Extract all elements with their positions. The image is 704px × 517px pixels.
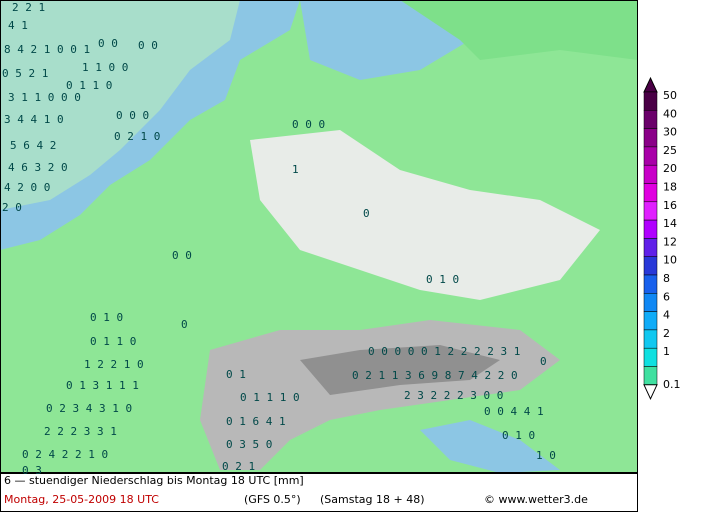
precip-value: 0 2 1 1 3 6 9 8 7 4 2 2 0 (352, 369, 518, 382)
model: (GFS 0.5°) (244, 493, 301, 506)
precip-value: 0 0 0 0 0 1 2 2 2 2 3 1 (368, 345, 520, 358)
legend-label: 4 (663, 309, 670, 322)
precip-value: 0 (540, 355, 547, 368)
precip-value: 0 1 3 1 1 1 (66, 379, 139, 392)
legend-swatch (643, 274, 658, 294)
precip-value: 0 (181, 318, 188, 331)
precip-value: 0 2 4 2 2 1 0 (22, 448, 108, 461)
legend-label: 12 (663, 235, 677, 248)
legend-swatch (643, 366, 658, 386)
legend-swatch (643, 164, 658, 184)
legend-label: 14 (663, 217, 677, 230)
legend-swatch (643, 146, 658, 166)
legend-label: 30 (663, 126, 677, 139)
footer-box (0, 473, 638, 512)
legend-label: 25 (663, 144, 677, 157)
legend-arrow-bottom (643, 384, 658, 400)
precip-value: 4 6 3 2 0 (8, 161, 68, 174)
legend-label: 1 (663, 345, 670, 358)
map-frame (0, 0, 638, 473)
legend-swatch (643, 201, 658, 221)
precip-value: 0 1 6 4 1 (226, 415, 286, 428)
legend-label: 20 (663, 162, 677, 175)
precip-value: 2 3 2 2 2 3 0 0 (404, 389, 503, 402)
legend-label: 10 (663, 254, 677, 267)
precip-value: 5 6 4 2 (10, 139, 56, 152)
precip-value: 1 1 0 0 (82, 61, 128, 74)
precip-value: 8 4 2 1 0 0 1 (4, 43, 90, 56)
alps-high (300, 345, 500, 395)
baltic (300, 0, 470, 80)
precip-value: 0 2 1 0 (114, 130, 160, 143)
precip-value: 4 2 0 0 (4, 181, 50, 194)
precip-value: 0 0 (172, 249, 192, 262)
precip-value: 0 5 2 1 (2, 67, 48, 80)
precip-value: 0 0 (138, 39, 158, 52)
legend-label: 40 (663, 107, 677, 120)
precip-value: 0 1 0 (90, 311, 123, 324)
adriatic (420, 420, 560, 473)
precip-value: 1 0 (536, 449, 556, 462)
precip-value: 0 (363, 207, 370, 220)
legend-swatch (643, 91, 658, 111)
precip-value: 3 1 1 0 0 0 (8, 91, 81, 104)
legend-swatch (643, 293, 658, 312)
legend-swatch (643, 183, 658, 203)
legend-swatch (643, 347, 658, 367)
precip-value: 0 0 0 (116, 109, 149, 122)
date: Montag, 25-05-2009 18 UTC (4, 493, 159, 506)
legend-swatch (643, 128, 658, 148)
legend-swatch (643, 256, 658, 276)
precip-value: 0 2 3 4 3 1 0 (46, 402, 132, 415)
precip-value: 0 0 4 4 1 (484, 405, 544, 418)
legend-label: 0.1 (663, 378, 681, 391)
uplands (250, 130, 600, 300)
precip-value: 1 2 2 1 0 (84, 358, 144, 371)
map (0, 0, 638, 473)
legend-label: 8 (663, 272, 670, 285)
legend-label: 50 (663, 89, 677, 102)
precip-value: 0 2 1 (222, 460, 255, 473)
precip-value: 0 1 1 0 (90, 335, 136, 348)
precip-value: 0 3 (22, 464, 42, 477)
legend-swatch (643, 110, 658, 129)
credit: © www.wetter3.de (484, 493, 588, 506)
precip-value: 2 2 1 (12, 1, 45, 14)
legend-swatch (643, 329, 658, 349)
legend-swatch (643, 311, 658, 331)
precip-value: 3 4 4 1 0 (4, 113, 64, 126)
precip-value: 0 1 0 (426, 273, 459, 286)
caption: 6 — stuendiger Niederschlag bis Montag 1… (4, 474, 304, 487)
precip-value: 2 0 (2, 201, 22, 214)
land-east (400, 0, 638, 60)
precip-value: 0 1 1 0 (66, 79, 112, 92)
legend-label: 18 (663, 181, 677, 194)
precip-value: 0 1 0 (502, 429, 535, 442)
legend-label: 6 (663, 290, 670, 303)
precip-value: 0 3 5 0 (226, 438, 272, 451)
legend-label: 16 (663, 199, 677, 212)
precip-value: 0 1 (226, 368, 246, 381)
legend-swatch (643, 219, 658, 239)
legend-swatch (643, 238, 658, 257)
precip-value: 0 1 1 1 0 (240, 391, 300, 404)
run: (Samstag 18 + 48) (320, 493, 425, 506)
precip-value: 2 2 2 3 3 1 (44, 425, 117, 438)
precip-value: 0 0 0 (292, 118, 325, 131)
precip-value: 0 0 (98, 37, 118, 50)
legend-label: 2 (663, 327, 670, 340)
sea-shade (0, 0, 240, 210)
precip-value: 1 (292, 163, 299, 176)
precip-value: 4 1 (8, 19, 28, 32)
